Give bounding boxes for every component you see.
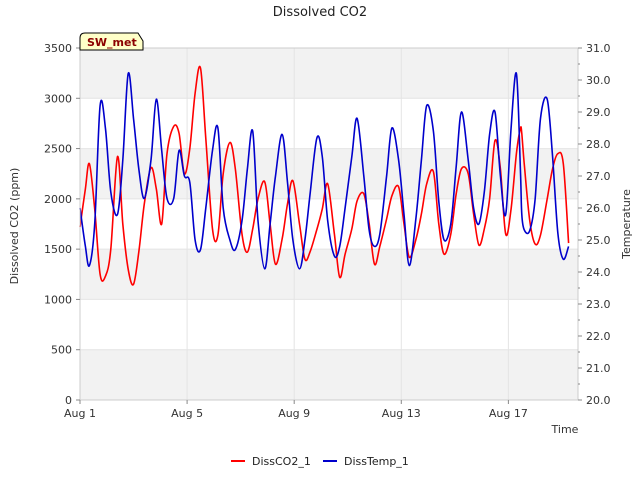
y2-tick-label: 24.0	[586, 266, 611, 279]
y2-tick-label: 27.0	[586, 170, 611, 183]
x-tick-label: Aug 5	[171, 407, 203, 420]
y-tick-label: 2000	[44, 193, 72, 206]
background-bands	[80, 48, 578, 400]
station-badge: SW_met	[79, 32, 144, 51]
y2-axis-label: Temperature	[620, 189, 633, 260]
y2-tick-label: 21.0	[586, 362, 611, 375]
legend: DissCO2_1 DissTemp_1	[231, 455, 409, 468]
grid-band	[80, 349, 578, 400]
y-tick-label: 2500	[44, 143, 72, 156]
station-badge-shape	[79, 32, 144, 51]
y-tick-label: 3000	[44, 92, 72, 105]
y-tick-label: 1000	[44, 293, 72, 306]
series-group	[79, 65, 570, 286]
y2-tick-label: 22.0	[586, 330, 611, 343]
x-axis-label: Time	[551, 423, 579, 436]
tick-labels: 0 500 1000 1500 2000 2500 3000 3500 Aug 1 Aug 5 Au…	[44, 42, 611, 420]
y-tick-label: 0	[65, 394, 72, 407]
x-tick-label: Aug 13	[382, 407, 421, 420]
y2-tick-label: 28.0	[586, 138, 611, 151]
grid-band	[80, 48, 578, 99]
y2-tick-label: 26.0	[586, 202, 611, 215]
legend-label-disstemp: DissTemp_1	[344, 455, 409, 468]
series-line-disstemp-1	[79, 72, 570, 270]
grid-band	[80, 249, 578, 300]
y2-tick-label: 31.0	[586, 42, 611, 55]
y2-tick-label: 23.0	[586, 298, 611, 311]
x-tick-label: Aug 17	[489, 407, 528, 420]
legend-label-dissco2: DissCO2_1	[252, 455, 311, 468]
y-tick-label: 3500	[44, 42, 72, 55]
grid-lines	[79, 47, 578, 401]
chart-title: Dissolved CO2	[273, 5, 367, 20]
y2-tick-label: 25.0	[586, 234, 611, 247]
x-tick-label: Aug 9	[278, 407, 310, 420]
y2-tick-label: 30.0	[586, 74, 611, 87]
station-label: SW_met	[87, 36, 137, 49]
y-axis-label: Dissolved CO2 (ppm)	[8, 168, 21, 285]
y2-tick-label: 29.0	[586, 106, 611, 119]
y-tick-label: 1500	[44, 243, 72, 256]
y-tick-label: 500	[51, 344, 72, 357]
plot-frame	[79, 47, 579, 401]
series-line-dissco2-1	[79, 65, 570, 286]
x-tick-label: Aug 1	[64, 407, 96, 420]
y2-tick-label: 20.0	[586, 394, 611, 407]
